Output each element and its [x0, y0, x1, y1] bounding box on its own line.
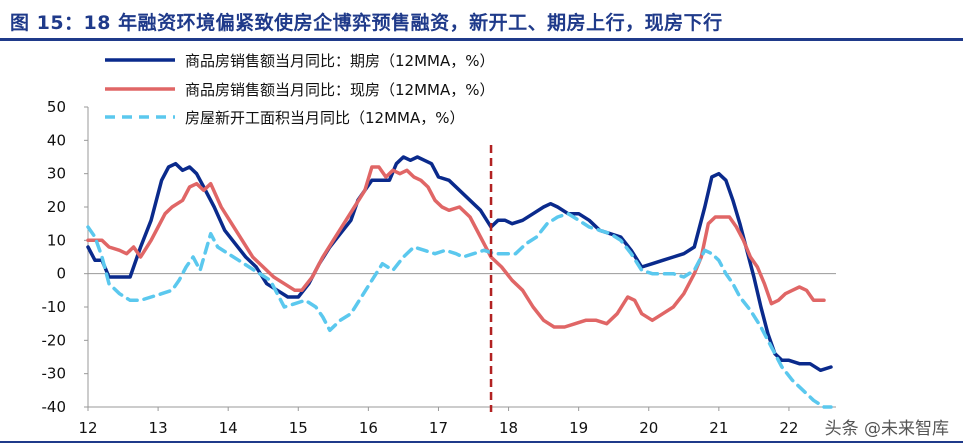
y-tick-label: -20	[42, 331, 67, 349]
x-tick-label: 20	[639, 419, 658, 437]
x-tick-label: 12	[78, 419, 97, 437]
y-tick-label: 10	[47, 231, 66, 249]
y-tick-label: 50	[47, 98, 66, 116]
x-tick-label: 21	[709, 419, 728, 437]
y-tick-label: 30	[47, 165, 66, 183]
x-tick-label: 17	[429, 419, 448, 437]
bottom-rule	[0, 441, 963, 443]
watermark: 头条 @未来智库	[824, 419, 949, 439]
y-tick-label: -40	[42, 398, 67, 416]
x-tick-label: 18	[499, 419, 518, 437]
x-tick-label: 22	[779, 419, 798, 437]
y-tick-label: -30	[42, 365, 67, 383]
legend-label-futures: 商品房销售额当月同比：期房（12MMA，%）	[185, 52, 495, 70]
y-tick-label: 0	[56, 265, 66, 283]
x-tick-label: 15	[289, 419, 308, 437]
series-line-newstarts	[86, 211, 833, 409]
x-tick-label: 19	[569, 419, 588, 437]
series-line-existing	[86, 165, 826, 329]
title-rule	[0, 38, 963, 41]
x-tick-label: 13	[149, 419, 168, 437]
x-tick-label: 16	[359, 419, 378, 437]
legend-label-existing: 商品房销售额当月同比：现房（12MMA，%）	[185, 81, 495, 99]
y-tick-label: 40	[47, 131, 66, 149]
y-tick-label: 20	[47, 198, 66, 216]
y-tick-label: -10	[42, 298, 67, 316]
figure-title: 图 15：18 年融资环境偏紧致使房企博弈预售融资，新开工、期房上行，现房下行	[10, 12, 723, 34]
legend-label-newstarts: 房屋新开工面积当月同比（12MMA，%）	[185, 109, 465, 127]
series-line-futures	[86, 155, 833, 373]
x-tick-label: 14	[219, 419, 238, 437]
